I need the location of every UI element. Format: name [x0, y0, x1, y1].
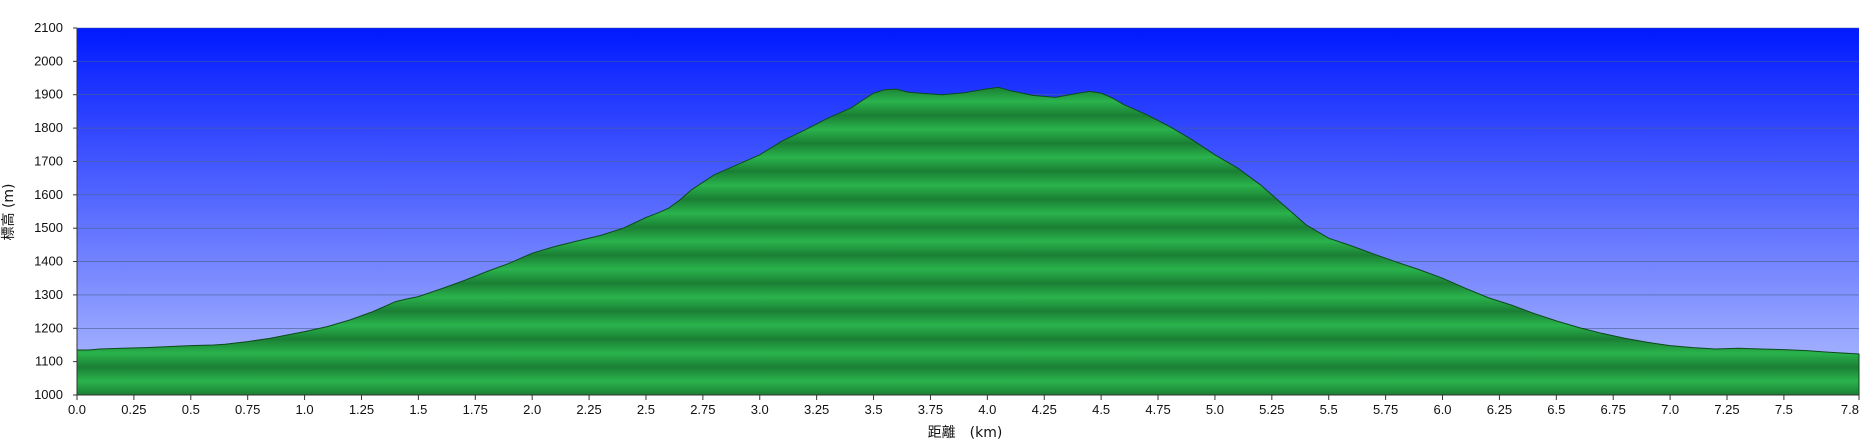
- x-tick-label: 3.75: [918, 402, 943, 417]
- y-tick-label: 1600: [34, 187, 63, 202]
- y-tick-label: 1800: [34, 120, 63, 135]
- x-tick-label: 2.0: [523, 402, 541, 417]
- x-tick-label: 1.0: [296, 402, 314, 417]
- y-tick-label: 1700: [34, 153, 63, 168]
- x-tick-label: 1.5: [409, 402, 427, 417]
- x-tick-label: 6.25: [1487, 402, 1512, 417]
- x-tick-label: 4.25: [1032, 402, 1057, 417]
- x-tick-label: 4.5: [1092, 402, 1110, 417]
- x-axis-ticks: 0.0 0.25 0.5 0.75 1.0 1.25 1.5 1.75 2.0 2.25 2.5 2.…: [68, 395, 1860, 417]
- x-tick-label: 5.0: [1206, 402, 1224, 417]
- y-tick-label: 1500: [34, 220, 63, 235]
- x-tick-label: 0.5: [182, 402, 200, 417]
- x-tick-label: 0.25: [121, 402, 146, 417]
- x-tick-label: 7.25: [1714, 402, 1739, 417]
- x-tick-label: 7.8: [1841, 402, 1859, 417]
- y-tick-label: 1100: [35, 354, 63, 369]
- x-tick-label: 2.5: [637, 402, 655, 417]
- y-tick-label: 1000: [34, 387, 63, 402]
- y-tick-label: 2000: [34, 53, 63, 68]
- x-tick-label: 3.5: [865, 402, 883, 417]
- x-tick-label: 6.75: [1601, 402, 1626, 417]
- x-tick-label: 4.0: [978, 402, 996, 417]
- x-tick-label: 5.25: [1259, 402, 1284, 417]
- x-tick-label: 5.75: [1373, 402, 1398, 417]
- x-tick-label: 5.5: [1320, 402, 1338, 417]
- y-tick-label: 1900: [34, 87, 63, 102]
- x-tick-label: 2.25: [576, 402, 601, 417]
- y-tick-label: 1300: [34, 287, 63, 302]
- x-axis-title: 距離 (km): [928, 424, 1003, 441]
- x-tick-label: 2.75: [690, 402, 715, 417]
- x-tick-label: 0.0: [68, 402, 86, 417]
- y-tick-label: 1400: [34, 254, 63, 269]
- y-tick-label: 1200: [34, 320, 63, 335]
- x-tick-label: 1.25: [349, 402, 374, 417]
- x-tick-label: 3.25: [804, 402, 829, 417]
- x-tick-label: 6.5: [1547, 402, 1565, 417]
- x-tick-label: 0.75: [235, 402, 260, 417]
- y-tick-label: 2100: [34, 20, 63, 35]
- x-tick-label: 4.75: [1145, 402, 1170, 417]
- y-axis-title: 標高 (m): [0, 183, 17, 240]
- x-tick-label: 3.0: [751, 402, 769, 417]
- x-tick-label: 7.5: [1775, 402, 1793, 417]
- elevation-area: [76, 86, 1860, 396]
- y-axis-ticks: 1000 1100 1200 1300 1400 1500 1600 1700 1800 1900…: [34, 20, 77, 402]
- x-tick-label: 6.0: [1433, 402, 1451, 417]
- x-tick-label: 1.75: [463, 402, 488, 417]
- x-tick-label: 7.0: [1661, 402, 1679, 417]
